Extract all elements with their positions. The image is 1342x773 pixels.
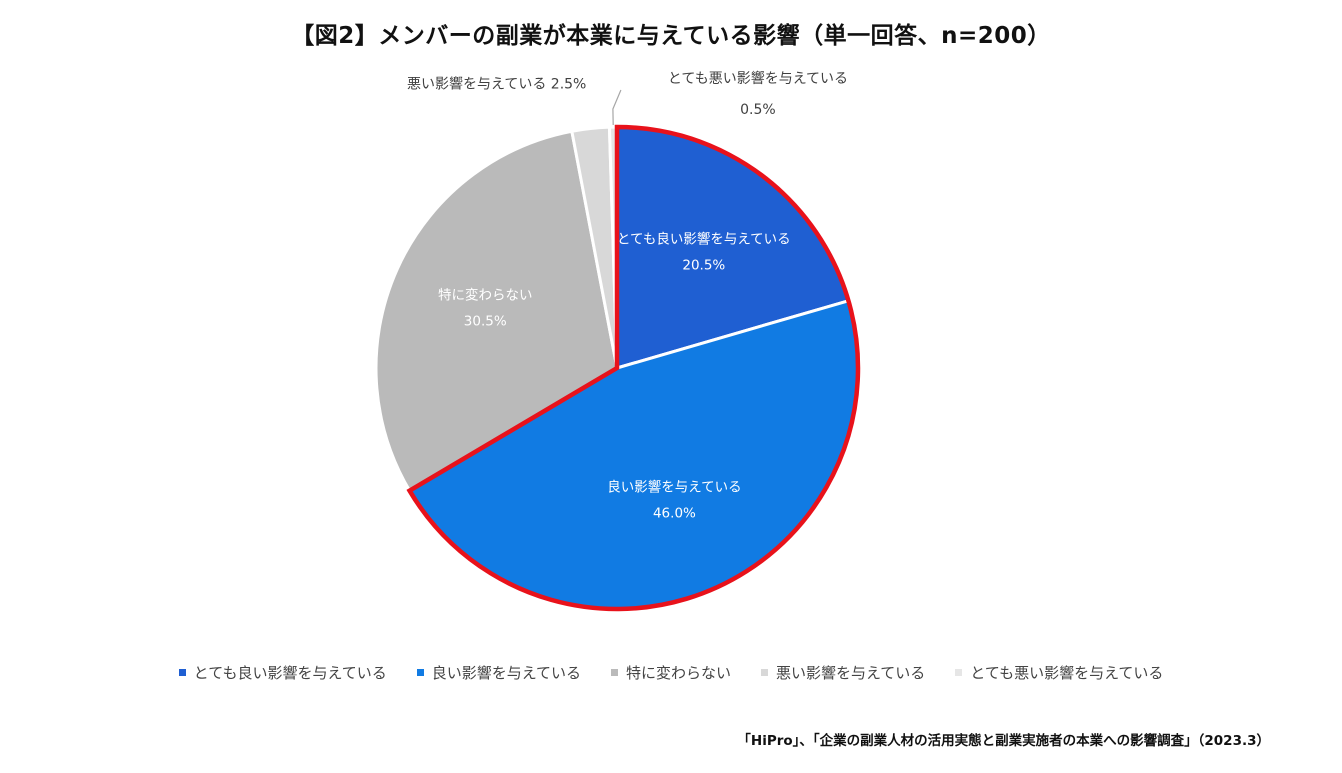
- slice-value-3: 30.5%: [464, 313, 507, 329]
- legend-label-5: とても悪い影響を与えている: [970, 664, 1164, 682]
- legend-label-3: 特に変わらない: [625, 664, 731, 682]
- pie-slice-3: [374, 129, 619, 493]
- legend-label-4: 悪い影響を与えている: [776, 664, 926, 682]
- slice-label-1: とても良い影響を与えている: [617, 230, 791, 247]
- legend-item-4: 悪い影響を与えている: [761, 662, 925, 683]
- slice-label-4: 悪い影響を与えている 2.5%: [407, 76, 586, 93]
- legend-swatch-3: [610, 669, 618, 676]
- legend-swatch-1: [178, 669, 186, 676]
- legend-swatch-5: [955, 669, 963, 676]
- legend-label-1: とても良い影響を与えている: [193, 664, 387, 682]
- legend-swatch-2: [416, 669, 424, 676]
- slice-value-1: 20.5%: [682, 257, 725, 273]
- slice-label-2: 良い影響を与えている: [607, 479, 741, 496]
- source-note: 「HiPro」、「企業の副業人材の活用実態と副業実施者の本業への影響調査」（20…: [737, 733, 1270, 749]
- legend-item-3: 特に変わらない: [610, 662, 731, 683]
- slice-label-5: とても悪い影響を与えている: [668, 70, 848, 87]
- legend-item-5: とても悪い影響を与えている: [955, 662, 1163, 683]
- legend-swatch-4: [761, 669, 768, 676]
- chart-legend: とても良い影響を与えている 良い影響を与えている 特に変わらない 悪い影響を与えている…: [0, 662, 1342, 683]
- legend-item-1: とても良い影響を与えている: [178, 662, 387, 683]
- slice-value-2: 46.0%: [653, 506, 696, 522]
- slice-label-3: 特に変わらない: [438, 286, 533, 303]
- chart-title: 【図2】メンバーの副業が本業に与えている影響（単一回答、n=200）: [291, 23, 1051, 49]
- slice-value-5: 0.5%: [740, 102, 776, 118]
- highlight-outline: [406, 124, 861, 612]
- leader-line-5: [612, 89, 622, 126]
- legend-item-2: 良い影響を与えている: [416, 662, 581, 683]
- legend-label-2: 良い影響を与えている: [431, 664, 581, 682]
